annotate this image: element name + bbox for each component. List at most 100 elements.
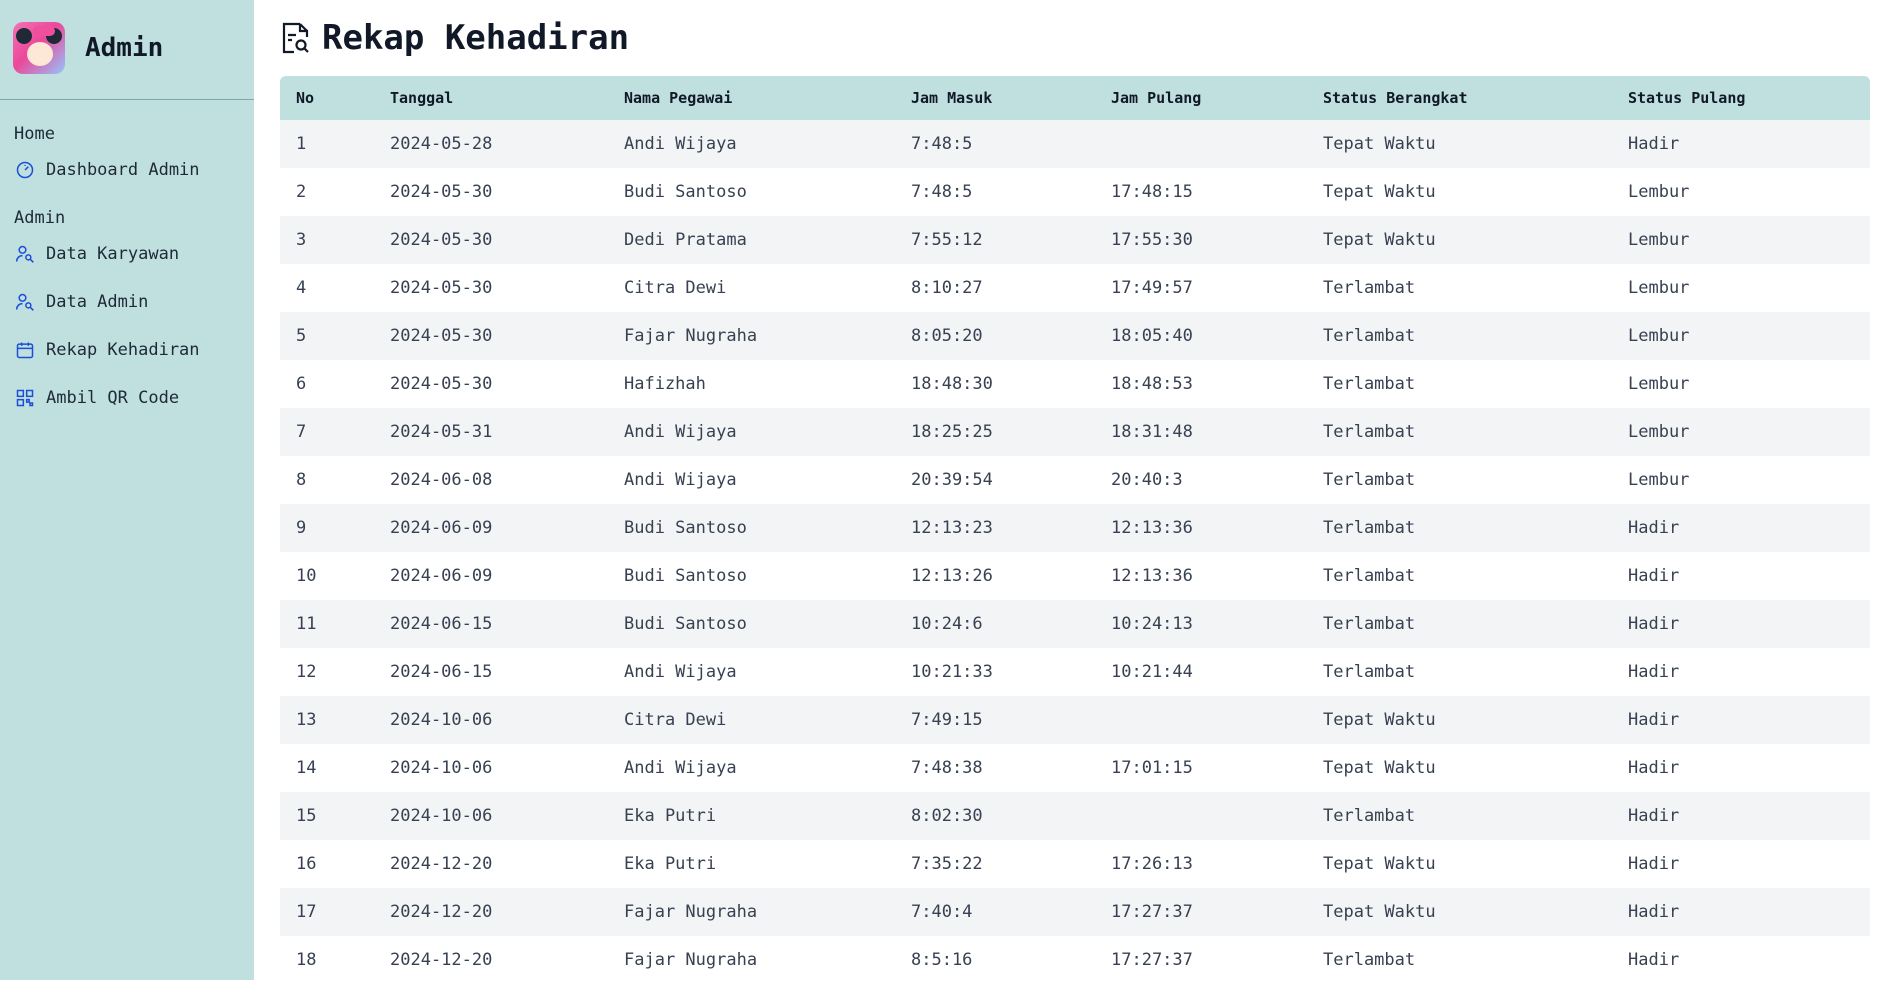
cell-nama-pegawai: Eka Putri: [624, 806, 717, 826]
cell-nama-pegawai: Dedi Pratama: [624, 230, 747, 250]
cell-no: 5: [296, 326, 307, 346]
cell-tanggal: 2024-05-30: [390, 230, 493, 250]
cell-tanggal: 2024-06-09: [390, 518, 493, 538]
table-row: 16 2024-12-20 Eka Putri 7:35:22 17:26:13 Tepa…: [280, 840, 1870, 888]
cell-status-berangkat: Tepat Waktu: [1323, 710, 1436, 730]
calendar-icon: [14, 339, 36, 361]
column-header: Tanggal: [390, 89, 454, 107]
cell-tanggal: 2024-06-15: [390, 614, 493, 634]
cell-status-berangkat: Terlambat: [1323, 278, 1416, 298]
cell-jam-masuk: 7:48:38: [911, 758, 983, 778]
sidebar-item-dashboard-admin[interactable]: Dashboard Admin: [14, 146, 254, 194]
cell-status-pulang: Hadir: [1628, 806, 1680, 826]
sidebar-nav: Home Dashboard Admin Admin Data Karyawan…: [0, 100, 254, 422]
cell-status-berangkat: Terlambat: [1323, 806, 1416, 826]
main-content: Rekap Kehadiran No Tanggal Nama Pegawai …: [280, 0, 1870, 984]
cell-jam-masuk: 7:48:5: [911, 134, 973, 154]
table-row: 15 2024-10-06 Eka Putri 8:02:30 Terlambat Had…: [280, 792, 1870, 840]
cell-nama-pegawai: Fajar Nugraha: [624, 326, 758, 346]
cell-tanggal: 2024-10-06: [390, 710, 493, 730]
cell-tanggal: 2024-12-20: [390, 950, 493, 970]
cell-jam-masuk: 12:13:23: [911, 518, 993, 538]
cell-tanggal: 2024-05-31: [390, 422, 493, 442]
cell-jam-pulang: [1095, 696, 1307, 744]
column-header: Jam Masuk: [911, 89, 993, 107]
cell-jam-pulang: 18:48:53: [1111, 374, 1193, 394]
cell-jam-pulang: 17:55:30: [1111, 230, 1193, 250]
cell-tanggal: 2024-06-08: [390, 470, 493, 490]
sidebar-item-label: Data Admin: [46, 292, 149, 312]
nav-heading-home: Home: [14, 124, 55, 144]
cell-jam-pulang: [1095, 120, 1307, 168]
cell-no: 18: [296, 950, 317, 970]
cell-nama-pegawai: Fajar Nugraha: [624, 902, 758, 922]
cell-jam-pulang: 17:26:13: [1111, 854, 1193, 874]
cell-nama-pegawai: Budi Santoso: [624, 182, 747, 202]
cell-status-pulang: Lembur: [1628, 326, 1690, 346]
page-title-text: Rekap Kehadiran: [322, 18, 630, 58]
sidebar-item-rekap-kehadiran[interactable]: Rekap Kehadiran: [14, 326, 254, 374]
cell-tanggal: 2024-10-06: [390, 758, 493, 778]
sidebar-title: Admin: [85, 33, 164, 63]
cell-status-berangkat: Terlambat: [1323, 566, 1416, 586]
cell-status-pulang: Lembur: [1628, 470, 1690, 490]
avatar: [13, 22, 65, 74]
cell-no: 8: [296, 470, 307, 490]
document-search-icon: [280, 21, 310, 55]
cell-jam-pulang: 20:40:3: [1111, 470, 1183, 490]
cell-no: 16: [296, 854, 317, 874]
cell-tanggal: 2024-10-06: [390, 806, 493, 826]
cell-status-pulang: Lembur: [1628, 422, 1690, 442]
cell-jam-masuk: 10:21:33: [911, 662, 993, 682]
table-row: 10 2024-06-09 Budi Santoso 12:13:26 12:13:36…: [280, 552, 1870, 600]
table-row: 3 2024-05-30 Dedi Pratama 7:55:12 17:55:30 Te…: [280, 216, 1870, 264]
cell-jam-masuk: 20:39:54: [911, 470, 993, 490]
cell-status-pulang: Lembur: [1628, 230, 1690, 250]
table-row: 18 2024-12-20 Fajar Nugraha 8:5:16 17:27:37 T…: [280, 936, 1870, 984]
cell-status-berangkat: Terlambat: [1323, 470, 1416, 490]
cell-nama-pegawai: Budi Santoso: [624, 614, 747, 634]
sidebar: Admin Home Dashboard Admin Admin Data Ka…: [0, 0, 254, 980]
brand: Admin: [0, 0, 254, 96]
cell-status-pulang: Hadir: [1628, 614, 1680, 634]
cell-status-pulang: Hadir: [1628, 662, 1680, 682]
cell-status-berangkat: Terlambat: [1323, 950, 1416, 970]
cell-jam-masuk: 7:48:5: [911, 182, 973, 202]
cell-jam-pulang: 17:27:37: [1111, 950, 1193, 970]
cell-status-pulang: Hadir: [1628, 950, 1680, 970]
cell-status-pulang: Lembur: [1628, 374, 1690, 394]
table-row: 1 2024-05-28 Andi Wijaya 7:48:5 Tepat Waktu H…: [280, 120, 1870, 168]
cell-jam-pulang: 10:24:13: [1111, 614, 1193, 634]
cell-status-berangkat: Tepat Waktu: [1323, 902, 1436, 922]
cell-status-berangkat: Tepat Waktu: [1323, 134, 1436, 154]
cell-tanggal: 2024-06-09: [390, 566, 493, 586]
cell-jam-masuk: 8:10:27: [911, 278, 983, 298]
cell-no: 10: [296, 566, 317, 586]
column-header: Status Pulang: [1628, 89, 1746, 107]
sidebar-item-label: Data Karyawan: [46, 244, 180, 264]
cell-tanggal: 2024-12-20: [390, 902, 493, 922]
cell-nama-pegawai: Hafizhah: [624, 374, 706, 394]
sidebar-divider: [0, 99, 254, 100]
table-row: 13 2024-10-06 Citra Dewi 7:49:15 Tepat Waktu…: [280, 696, 1870, 744]
cell-nama-pegawai: Andi Wijaya: [624, 758, 737, 778]
cell-nama-pegawai: Andi Wijaya: [624, 134, 737, 154]
attendance-table: No Tanggal Nama Pegawai Jam Masuk Jam Pu…: [280, 76, 1870, 984]
cell-tanggal: 2024-05-30: [390, 182, 493, 202]
cell-status-berangkat: Terlambat: [1323, 326, 1416, 346]
cell-status-pulang: Lembur: [1628, 278, 1690, 298]
table-row: 2 2024-05-30 Budi Santoso 7:48:5 17:48:15 Tep…: [280, 168, 1870, 216]
cell-jam-masuk: 18:48:30: [911, 374, 993, 394]
sidebar-item-label: Rekap Kehadiran: [46, 340, 200, 360]
cell-jam-masuk: 7:40:4: [911, 902, 973, 922]
cell-tanggal: 2024-05-30: [390, 278, 493, 298]
cell-tanggal: 2024-12-20: [390, 854, 493, 874]
cell-tanggal: 2024-05-28: [390, 134, 493, 154]
cell-jam-pulang: 17:27:37: [1111, 902, 1193, 922]
sidebar-item-ambil-qr-code[interactable]: Ambil QR Code: [14, 374, 254, 422]
table-row: 7 2024-05-31 Andi Wijaya 18:25:25 18:31:48 Te…: [280, 408, 1870, 456]
table-row: 8 2024-06-08 Andi Wijaya 20:39:54 20:40:3 Ter…: [280, 456, 1870, 504]
sidebar-item-data-admin[interactable]: Data Admin: [14, 278, 254, 326]
table-row: 14 2024-10-06 Andi Wijaya 7:48:38 17:01:15 Te…: [280, 744, 1870, 792]
sidebar-item-data-karyawan[interactable]: Data Karyawan: [14, 230, 254, 278]
